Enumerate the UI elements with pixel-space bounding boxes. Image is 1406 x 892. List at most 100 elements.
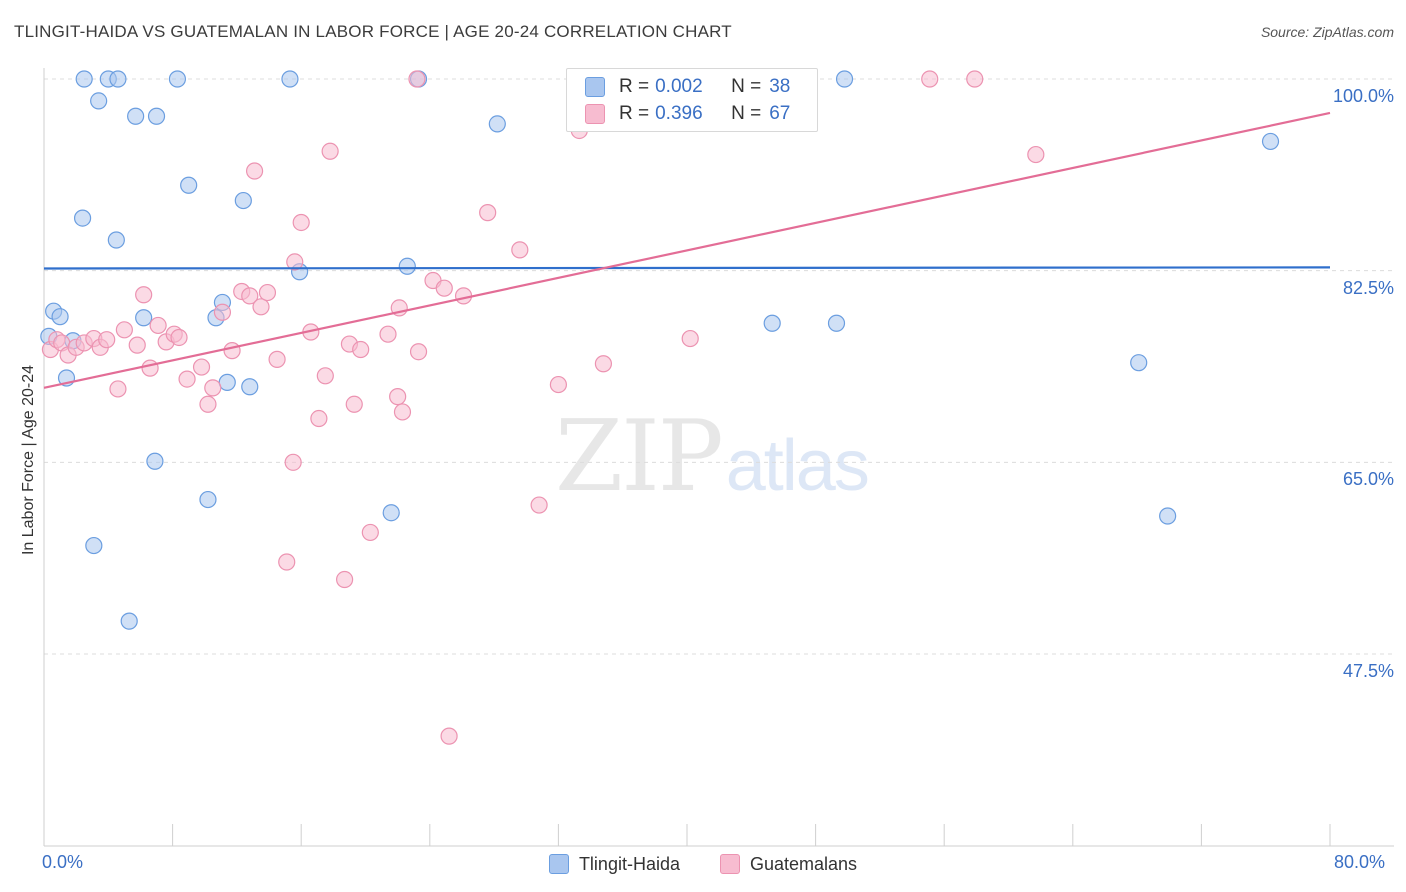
point-guatemalans xyxy=(241,287,259,305)
point-tlingit-haida xyxy=(180,176,198,194)
point-guatemalans xyxy=(310,409,328,428)
point-tlingit-haida xyxy=(1261,132,1280,151)
point-guatemalans xyxy=(409,343,428,361)
point-guatemalans xyxy=(135,286,153,304)
legend-n-label: N = xyxy=(731,103,762,124)
point-guatemalans xyxy=(966,70,984,88)
point-guatemalans xyxy=(128,336,146,354)
y-tick-label-47-5: 47.5% xyxy=(1342,661,1394,681)
point-tlingit-haida xyxy=(109,70,127,88)
source-credit: Source: ZipAtlas.com xyxy=(1260,24,1394,40)
point-tlingit-haida xyxy=(1130,354,1148,372)
point-guatemalans xyxy=(258,283,277,302)
point-tlingit-haida xyxy=(146,452,164,470)
legend-r-label: R = xyxy=(619,103,650,124)
point-guatemalans xyxy=(149,316,167,335)
point-tlingit-haida xyxy=(382,504,400,522)
point-guatemalans xyxy=(1027,145,1045,164)
point-guatemalans xyxy=(594,355,613,373)
point-guatemalans xyxy=(245,162,264,180)
point-guatemalans xyxy=(292,213,310,232)
legend-row-guatemalans: R = 0.396 N = 67 xyxy=(585,102,790,126)
point-guatemalans xyxy=(389,388,407,406)
point-tlingit-haida xyxy=(107,231,125,249)
point-tlingit-haida xyxy=(90,92,108,110)
point-guatemalans xyxy=(336,570,354,589)
legend-swatch-pink xyxy=(585,104,605,124)
point-tlingit-haida xyxy=(168,70,187,88)
series-legend: Tlingit-Haida Guatemalans xyxy=(0,852,1406,876)
watermark: ZIPatlas xyxy=(555,400,870,514)
point-guatemalans xyxy=(921,70,939,88)
point-tlingit-haida xyxy=(398,257,416,275)
legend-label-tlingit-haida: Tlingit-Haida xyxy=(578,853,680,874)
point-guatemalans xyxy=(213,303,232,321)
point-guatemalans xyxy=(345,395,363,413)
correlation-legend: R = 0.002 N = 38 R = 0.396 N = 67 xyxy=(566,68,818,132)
y-tick-label-82-5: 82.5% xyxy=(1342,278,1394,298)
point-tlingit-haida xyxy=(51,308,69,326)
point-tlingit-haida xyxy=(218,373,236,391)
legend-item-tlingit-haida: Tlingit-Haida xyxy=(548,853,680,875)
point-guatemalans xyxy=(530,496,548,514)
point-guatemalans xyxy=(284,453,302,471)
point-guatemalans xyxy=(141,359,159,377)
point-tlingit-haida xyxy=(120,612,138,630)
point-tlingit-haida xyxy=(73,209,92,227)
trend-line-guatemalans xyxy=(43,111,1331,389)
point-guatemalans xyxy=(98,331,116,349)
legend-r-value: 0.002 xyxy=(655,76,703,97)
point-tlingit-haida xyxy=(135,309,153,327)
point-tlingit-haida xyxy=(199,490,217,509)
legend-swatch-pink xyxy=(719,854,740,874)
x-tick-label-min: 0.0% xyxy=(42,852,84,872)
point-tlingit-haida xyxy=(85,536,103,555)
point-tlingit-haida xyxy=(835,70,854,88)
point-guatemalans xyxy=(379,325,397,343)
point-guatemalans xyxy=(393,403,412,421)
point-tlingit-haida xyxy=(281,70,299,88)
watermark-atlas: atlas xyxy=(725,426,870,506)
point-guatemalans xyxy=(316,367,334,385)
point-guatemalans xyxy=(199,395,217,413)
legend-label-guatemalans: Guatemalans xyxy=(749,853,858,874)
point-guatemalans xyxy=(268,350,286,368)
point-tlingit-haida xyxy=(127,107,145,125)
point-guatemalans xyxy=(549,375,568,394)
point-guatemalans xyxy=(511,241,529,259)
legend-n-value: 67 xyxy=(769,103,791,124)
point-guatemalans xyxy=(223,342,241,360)
trend-line-tlingit-haida xyxy=(43,266,1331,270)
point-guatemalans xyxy=(352,340,370,359)
point-tlingit-haida xyxy=(1159,507,1177,525)
legend-n-value: 38 xyxy=(769,76,791,97)
point-guatemalans xyxy=(115,321,133,339)
legend-item-guatemalans: Guatemalans xyxy=(719,853,858,875)
legend-swatch-blue xyxy=(548,854,569,874)
point-tlingit-haida xyxy=(763,314,781,332)
point-guatemalans xyxy=(178,370,196,388)
point-guatemalans xyxy=(681,329,699,348)
y-tick-label-100: 100.0% xyxy=(1332,86,1394,106)
point-tlingit-haida xyxy=(827,314,846,332)
point-guatemalans xyxy=(170,328,188,347)
legend-r-value: 0.396 xyxy=(655,103,703,124)
chart-title: TLINGIT-HAIDA VS GUATEMALAN IN LABOR FOR… xyxy=(14,22,732,41)
legend-r-label: R = xyxy=(619,76,650,97)
point-guatemalans xyxy=(435,279,453,297)
point-guatemalans xyxy=(192,358,211,376)
watermark-zip: ZIP xyxy=(555,400,724,514)
point-guatemalans xyxy=(252,298,270,316)
point-tlingit-haida xyxy=(75,70,93,88)
y-tick-label-65: 65.0% xyxy=(1342,469,1394,489)
point-guatemalans xyxy=(408,70,426,88)
point-guatemalans xyxy=(204,379,222,397)
point-guatemalans xyxy=(440,727,458,745)
point-guatemalans xyxy=(109,380,127,398)
x-tick-label-max: 80.0% xyxy=(1334,852,1386,872)
point-tlingit-haida xyxy=(488,115,506,133)
point-guatemalans xyxy=(479,204,497,222)
legend-row-tlingit-haida: R = 0.002 N = 38 xyxy=(585,75,790,99)
point-tlingit-haida xyxy=(234,191,252,210)
